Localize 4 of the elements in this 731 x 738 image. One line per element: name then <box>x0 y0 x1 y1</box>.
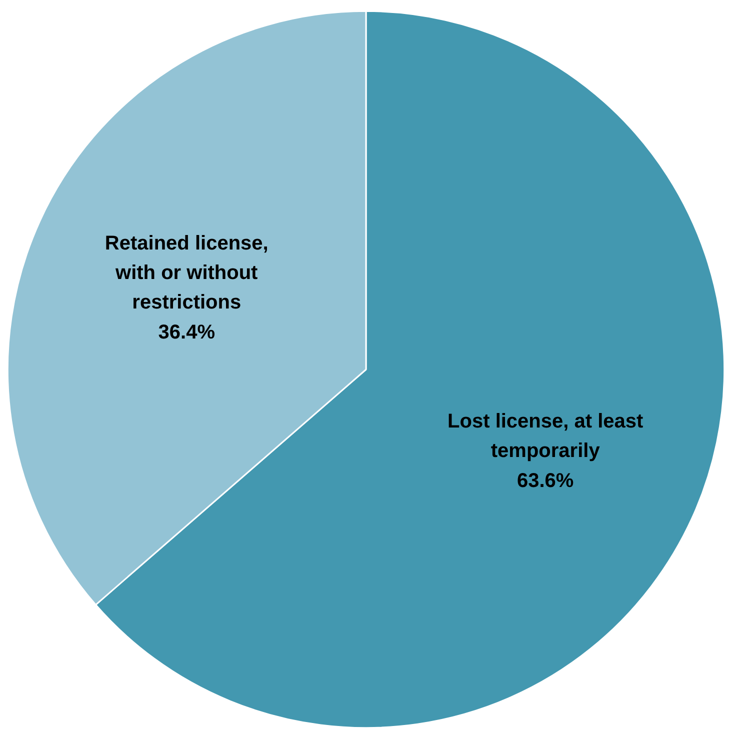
data-label: 63.6% <box>517 470 574 492</box>
slice-label: Retained license, with or without restrictions <box>104 232 268 314</box>
data-label: 36.4% <box>158 321 216 344</box>
slice-label: Lost license, at least temporarily <box>448 410 644 462</box>
